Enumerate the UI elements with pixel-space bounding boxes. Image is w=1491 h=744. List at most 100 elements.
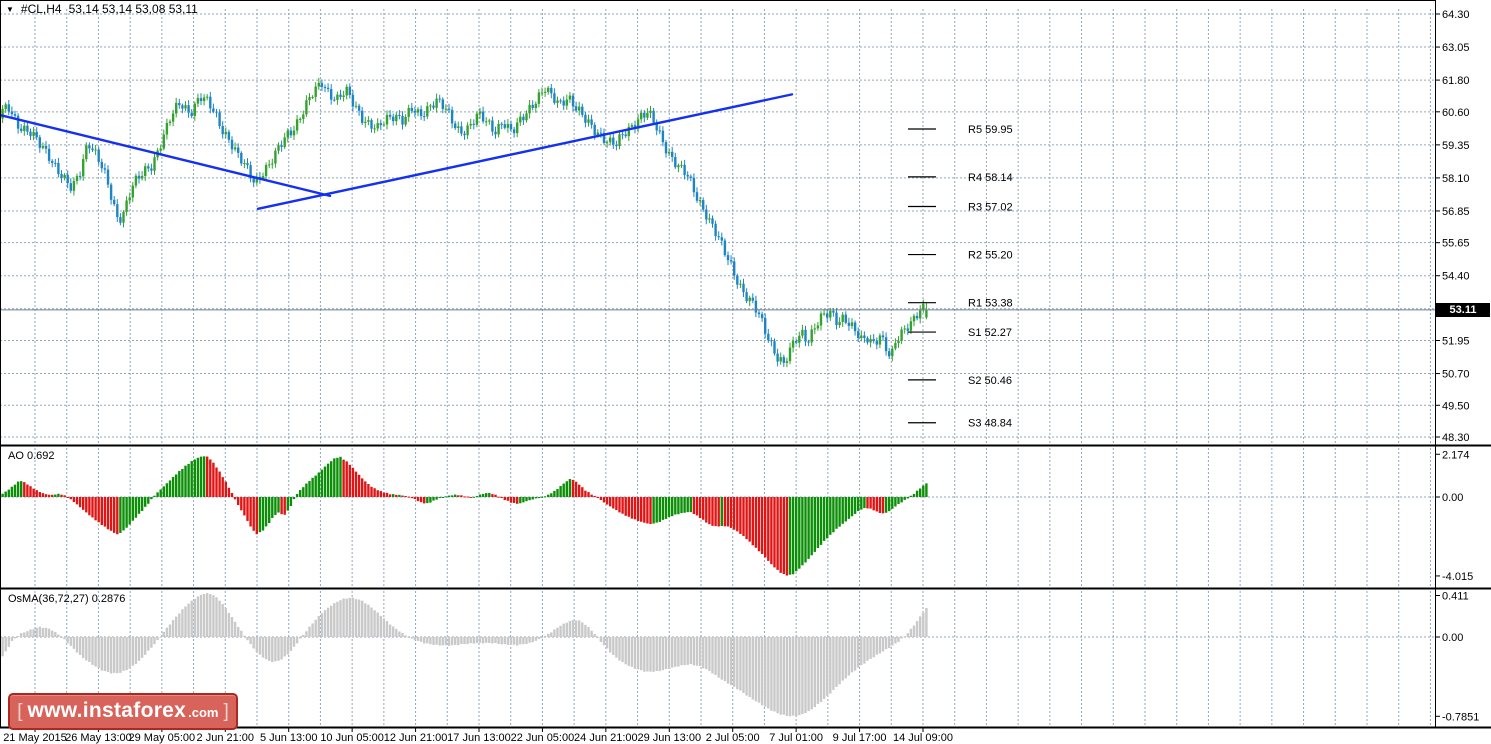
- osma-bar: [764, 637, 767, 707]
- ao-bar: [51, 494, 54, 497]
- candle-body: [376, 123, 379, 129]
- osma-bar: [175, 616, 178, 637]
- candle-body: [481, 111, 485, 122]
- ao-bar: [807, 497, 810, 559]
- ao-histogram: [1, 456, 928, 576]
- osma-bar: [581, 622, 584, 637]
- candle-body: [429, 105, 432, 107]
- candle-body: [10, 111, 14, 115]
- candle-body: [385, 114, 389, 125]
- candle-body: [640, 112, 643, 120]
- candle-body: [454, 123, 457, 129]
- osma-bar: [801, 637, 804, 715]
- ao-bar: [760, 497, 764, 554]
- ao-bar: [689, 497, 692, 513]
- candle-body: [140, 176, 144, 179]
- candle-body: [261, 176, 265, 179]
- instaforex-watermark[interactable]: [www.instaforex .com]: [8, 693, 238, 730]
- ao-bar: [94, 497, 97, 521]
- ao-bar: [578, 484, 581, 497]
- ao-bar: [348, 464, 351, 497]
- osma-bar: [78, 637, 82, 655]
- ao-bar: [915, 490, 919, 497]
- ao-bar: [478, 494, 482, 497]
- osma-bar: [237, 626, 240, 637]
- ao-bar: [407, 496, 410, 498]
- osma-bar: [751, 637, 754, 700]
- sr-level-label: S1 52.27: [968, 327, 1012, 339]
- candle-body: [249, 165, 252, 179]
- ao-bar: [571, 479, 575, 497]
- osma-bar: [20, 633, 23, 637]
- ao-bar: [872, 497, 875, 511]
- candle-body: [171, 113, 175, 122]
- osma-bar: [97, 637, 100, 668]
- candle-body: [844, 314, 847, 323]
- ao-bar: [447, 495, 451, 497]
- ao-bar: [602, 497, 606, 503]
- candle-body: [295, 119, 299, 131]
- candle-body: [392, 116, 395, 122]
- osma-bar: [398, 631, 401, 637]
- candle-body: [897, 340, 900, 344]
- candle-body: [51, 160, 54, 163]
- trendline[interactable]: [0, 113, 332, 198]
- osma-bar: [698, 637, 702, 667]
- sr-level-label: R1 53.38: [968, 298, 1013, 310]
- ao-bar: [75, 497, 79, 505]
- ao-bar: [791, 497, 795, 575]
- ao-bar: [615, 497, 618, 511]
- symbol-dropdown-icon[interactable]: ▼: [6, 4, 14, 14]
- ao-bar: [367, 484, 370, 497]
- candle-body: [810, 329, 813, 343]
- candle-body: [283, 137, 286, 147]
- osma-bar: [609, 637, 612, 653]
- ao-bar: [705, 497, 708, 523]
- osma-bar: [590, 630, 593, 637]
- candle-body: [906, 328, 909, 331]
- ao-bar: [485, 493, 488, 497]
- osma-bar: [708, 637, 711, 671]
- osma-bar: [695, 637, 699, 666]
- ao-bar: [531, 497, 534, 500]
- candle-body: [469, 123, 472, 126]
- osma-bar: [776, 637, 779, 714]
- ao-bar: [909, 495, 913, 497]
- candle-body: [835, 312, 838, 326]
- ao-bar: [494, 494, 497, 497]
- ao-bar: [398, 494, 401, 497]
- osma-bar: [41, 627, 45, 637]
- ao-bar: [590, 494, 593, 497]
- ao-bar: [509, 497, 513, 503]
- ao-bar: [249, 497, 252, 527]
- osma-bar: [702, 637, 705, 669]
- ao-bar: [178, 471, 181, 497]
- osma-bar: [550, 632, 553, 637]
- candle-body: [345, 86, 348, 96]
- ao-bar: [912, 494, 916, 497]
- candle-body: [801, 329, 804, 336]
- trendline[interactable]: [256, 93, 794, 211]
- candle-body: [193, 103, 196, 117]
- candle-body: [497, 123, 500, 135]
- candle-body: [330, 89, 333, 100]
- candle-body: [543, 91, 547, 93]
- ao-bar: [57, 493, 60, 497]
- candle-body: [565, 99, 568, 106]
- ao-bar: [373, 488, 376, 497]
- candle-body: [357, 105, 361, 111]
- osma-bar: [757, 637, 761, 703]
- candle-body: [202, 97, 206, 101]
- candle-body: [739, 283, 742, 285]
- osma-bar: [832, 637, 835, 690]
- ao-bar: [810, 497, 813, 556]
- candle-body: [388, 114, 392, 117]
- osma-bar: [884, 637, 888, 650]
- candle-body: [221, 126, 224, 135]
- candle-body: [122, 211, 125, 223]
- osma-bar: [903, 636, 906, 638]
- osma-bar: [190, 600, 193, 637]
- ao-bar: [333, 458, 336, 497]
- price-axis-label: 56.85: [1442, 206, 1470, 218]
